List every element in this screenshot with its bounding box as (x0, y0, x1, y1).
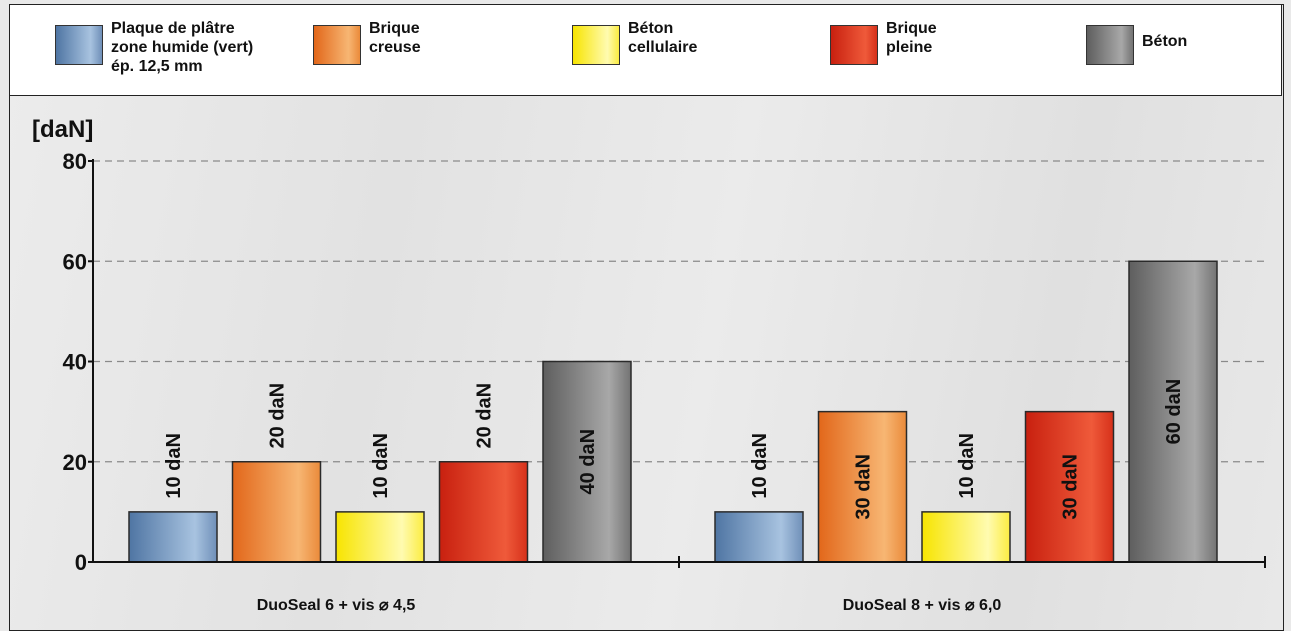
legend-swatch-beton (1086, 25, 1134, 65)
y-tick-label: 80 (63, 149, 87, 174)
bar-value-label: 10 daN (163, 433, 185, 499)
chart-legend: Plaque de plâtre zone humide (vert) ép. … (9, 4, 1282, 96)
bar-2-1 (714, 511, 804, 563)
legend-label-beton: Béton (1142, 33, 1188, 50)
bar-value-label: 10 daN (370, 433, 392, 499)
bar-1-5 (542, 360, 632, 563)
legend-label-brique-pleine: Brique pleine (886, 20, 937, 56)
legend-item-brique-pleine: Brique pleine (830, 19, 937, 65)
bar-value-label: 60 daN (1163, 379, 1185, 445)
y-tick-label: 40 (63, 350, 87, 375)
legend-swatch-brique-pleine (830, 25, 878, 65)
bar-1-2 (231, 461, 322, 563)
legend-label-brique-creuse: Brique creuse (369, 20, 421, 56)
bar-value-label: 10 daN (749, 433, 771, 499)
bar-value-label: 20 daN (474, 383, 496, 449)
y-axis-label: [daN] (32, 116, 93, 143)
legend-item-beton-cellulaire: Béton cellulaire (572, 19, 697, 65)
bar-1-3 (335, 511, 425, 563)
y-tick-label: 20 (63, 450, 87, 475)
legend-swatch-beton-cellulaire (572, 25, 620, 65)
bar-value-label: 40 daN (577, 429, 599, 495)
legend-label-plaque-platre: Plaque de plâtre zone humide (vert) ép. … (111, 20, 254, 75)
bar-2-3 (921, 511, 1011, 563)
legend-item-brique-creuse: Brique creuse (313, 19, 421, 65)
bar-1-4 (438, 461, 529, 563)
bar-value-label: 30 daN (853, 454, 875, 520)
bar-value-label: 30 daN (1060, 454, 1082, 520)
y-tick-label: 60 (63, 249, 87, 274)
legend-label-beton-cellulaire: Béton cellulaire (628, 20, 698, 56)
legend-swatch-plaque-platre (55, 25, 103, 65)
y-tick-label: 0 (75, 550, 87, 575)
bar-value-label: 10 daN (956, 433, 978, 499)
legend-item-beton: Béton (1086, 19, 1187, 65)
x-category-label: DuoSeal 8 + vis ⌀ 6,0 (843, 597, 1002, 614)
legend-swatch-brique-creuse (313, 25, 361, 65)
bar-1-1 (128, 511, 218, 563)
legend-item-plaque-platre: Plaque de plâtre zone humide (vert) ép. … (55, 19, 253, 76)
x-category-label: DuoSeal 6 + vis ⌀ 4,5 (257, 597, 416, 614)
bar-value-label: 20 daN (267, 383, 289, 449)
